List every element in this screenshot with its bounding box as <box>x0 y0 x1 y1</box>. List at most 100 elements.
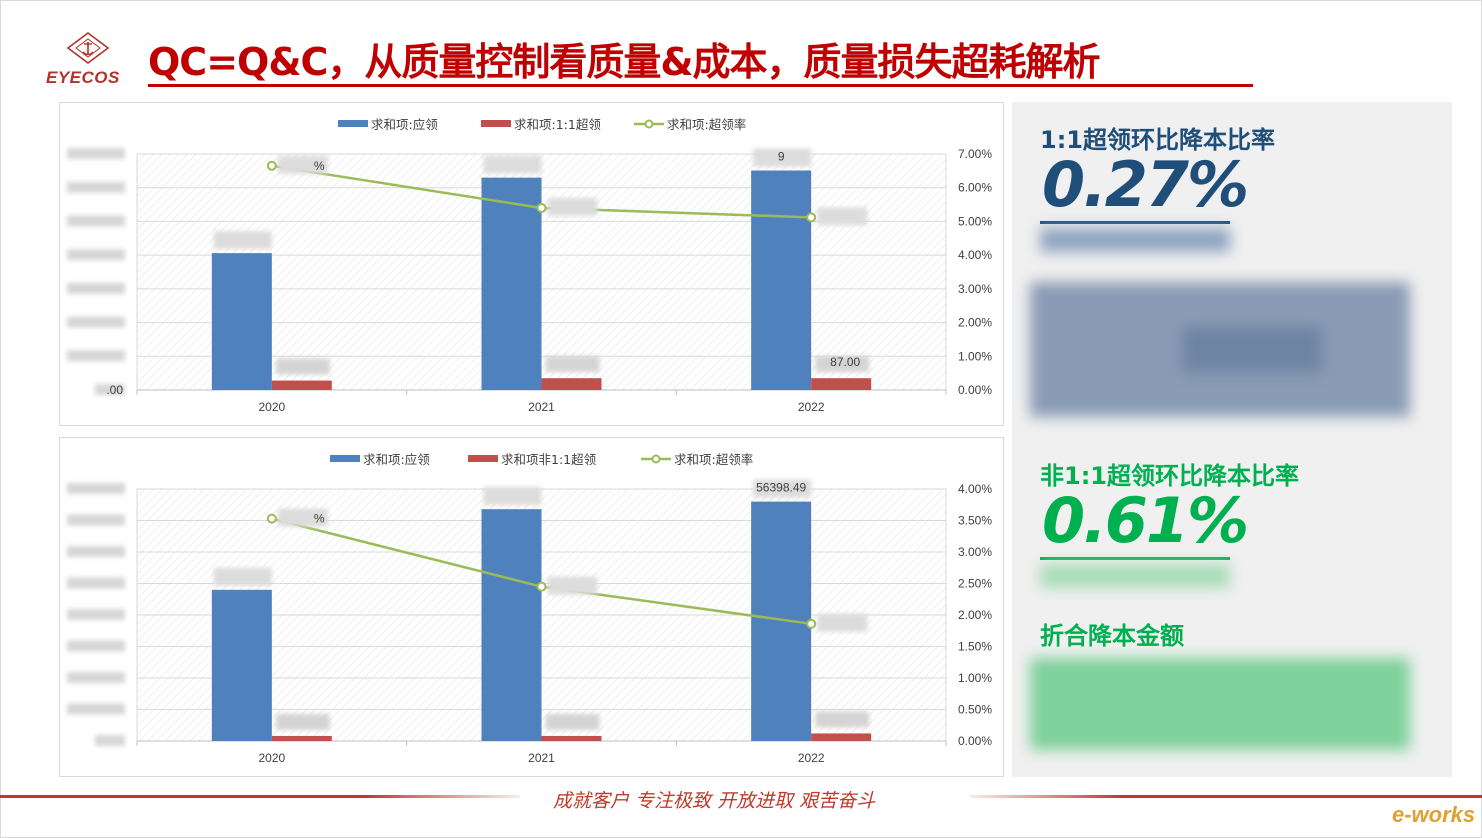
bar-label-redacted <box>753 148 812 167</box>
bar-label-redacted <box>483 487 542 506</box>
bar-label-redacted <box>753 479 812 498</box>
x-tick-label: 2020 <box>258 751 285 765</box>
right-axis-tick-label: 1.50% <box>958 640 992 654</box>
legend-item: 求和项:应领 <box>330 452 430 467</box>
left-axis-tick-redacted <box>67 215 125 227</box>
bar-label-redacted <box>815 356 870 373</box>
x-tick-label: 2021 <box>528 751 555 765</box>
right-axis-tick-label: 5.00% <box>958 214 992 228</box>
bar-label-redacted <box>275 713 330 730</box>
right-axis-tick-label: 1.00% <box>958 671 992 685</box>
left-axis-tick-redacted <box>67 577 125 589</box>
title-underline <box>148 84 1253 87</box>
left-axis-tick-redacted <box>67 181 125 193</box>
right-axis-tick-label: 7.00% <box>958 147 992 161</box>
bar-求和项:1:1超领 <box>271 380 332 390</box>
kpi-2-underline <box>1040 557 1230 560</box>
bar-label-redacted <box>483 155 542 174</box>
legend-item: 求和项非1:1超领 <box>468 452 597 467</box>
legend-item: 求和项:应领 <box>338 117 438 132</box>
legend-item: 求和项:超领率 <box>634 117 746 132</box>
footer-motto: 成就客户 专注极致 开放进取 艰苦奋斗 <box>553 790 876 812</box>
legend-label: 求和项:应领 <box>371 117 438 132</box>
legend-swatch <box>468 455 498 462</box>
legend-label: 求和项:超领率 <box>667 117 746 132</box>
line-point <box>266 513 277 524</box>
logo-text: EYECOS <box>46 68 120 87</box>
bar-求和项:应领 <box>751 501 812 741</box>
right-axis-tick-label: 0.00% <box>958 383 992 397</box>
kpi-2-label: 非1:1超领环比降本比率 <box>1040 462 1299 490</box>
chart-2-svg: 0.00% 0.50% 1.00% 1.50% 2.00% 2.50% 3.00% 3.50%… <box>67 452 992 765</box>
bar-求和项:应领 <box>211 589 272 741</box>
line-data-label: % <box>314 512 325 526</box>
logo-emblem-icon <box>66 32 110 64</box>
footer-line-right <box>970 795 1482 798</box>
right-axis-tick-label: 2.00% <box>958 316 992 330</box>
legend-marker <box>644 119 654 129</box>
bar-求和项:应领 <box>481 509 542 741</box>
legend-label: 求和项:1:1超领 <box>514 117 601 132</box>
kpi-1-label: 1:1超领环比降本比率 <box>1040 126 1275 154</box>
bar-data-label: 87.00 <box>830 355 860 369</box>
kpi-1-value: 0.27% <box>1042 148 1249 221</box>
legend-label: 求和项非1:1超领 <box>501 452 597 467</box>
bar-求和项非1:1超领 <box>811 733 872 741</box>
line-label-redacted <box>547 576 598 595</box>
bar-label-redacted <box>545 713 600 730</box>
kpi-3-redacted-amount <box>1030 658 1410 750</box>
left-axis-tick-redacted <box>67 316 125 328</box>
left-axis-tick-redacted <box>67 672 125 683</box>
footer-line-left <box>0 795 520 798</box>
right-axis-tick-label: 3.00% <box>958 545 992 559</box>
line-label-redacted <box>817 613 868 632</box>
x-tick-label: 2022 <box>798 751 825 765</box>
right-axis-tick-label: 3.50% <box>958 514 992 528</box>
legend-marker <box>651 454 661 464</box>
kpi-1-underline <box>1040 221 1230 224</box>
left-axis-tick-redacted <box>67 703 125 715</box>
bar-求和项:1:1超领 <box>811 378 872 390</box>
line-label-redacted <box>277 508 328 527</box>
x-tick-label: 2020 <box>258 400 285 414</box>
legend-item: 求和项:超领率 <box>641 452 753 467</box>
kpi-2-redacted-note <box>1040 564 1230 588</box>
left-axis-tick-redacted <box>67 249 125 261</box>
bar-data-label: 9 <box>778 150 785 164</box>
line-label-redacted <box>817 207 868 226</box>
line-point <box>266 160 277 171</box>
left-axis-tick-redacted <box>67 546 125 557</box>
right-axis-tick-label: 0.00% <box>958 734 992 748</box>
kpi-1-redacted-note <box>1040 228 1230 252</box>
left-axis-tick-redacted <box>67 483 125 494</box>
line-label-redacted <box>547 197 598 216</box>
bar-label-redacted <box>545 356 600 373</box>
bar-求和项非1:1超领 <box>271 735 332 741</box>
left-axis-tick-label: .00 <box>106 383 123 397</box>
kpi-3-label: 折合降本金额 <box>1040 622 1184 650</box>
left-axis-tick-redacted <box>67 640 125 652</box>
line-point <box>806 618 817 629</box>
chart-panel-1: 0.00% 1.00% 2.00% 3.00% 4.00% 5.00% 6.00% 7.00%… <box>59 102 1004 426</box>
bar-label-redacted <box>275 358 330 375</box>
left-axis-tick-redacted <box>67 148 125 159</box>
bar-data-label: 56398.49 <box>756 481 806 495</box>
kpi-1-redacted-highlight <box>1182 327 1322 372</box>
bar-求和项:应领 <box>481 177 542 390</box>
right-axis-tick-label: 0.50% <box>958 703 992 717</box>
left-axis-tick-redacted <box>67 514 125 526</box>
legend-item: 求和项:1:1超领 <box>481 117 601 132</box>
line-label-redacted <box>277 155 328 174</box>
bar-求和项非1:1超领 <box>541 735 602 741</box>
bar-求和项:应领 <box>211 253 272 390</box>
bar-label-redacted <box>815 711 870 728</box>
legend-swatch <box>330 455 360 462</box>
line-point <box>536 581 547 592</box>
right-axis-tick-label: 3.00% <box>958 282 992 296</box>
eworks-logo: e-works <box>1392 802 1476 827</box>
company-logo: EYECOS <box>40 30 140 92</box>
right-axis-tick-label: 2.00% <box>958 608 992 622</box>
legend-label: 求和项:应领 <box>363 452 430 467</box>
chart-panel-2: 0.00% 0.50% 1.00% 1.50% 2.00% 2.50% 3.00% 3.50%… <box>59 437 1004 777</box>
left-axis-tick-redacted <box>67 282 125 294</box>
